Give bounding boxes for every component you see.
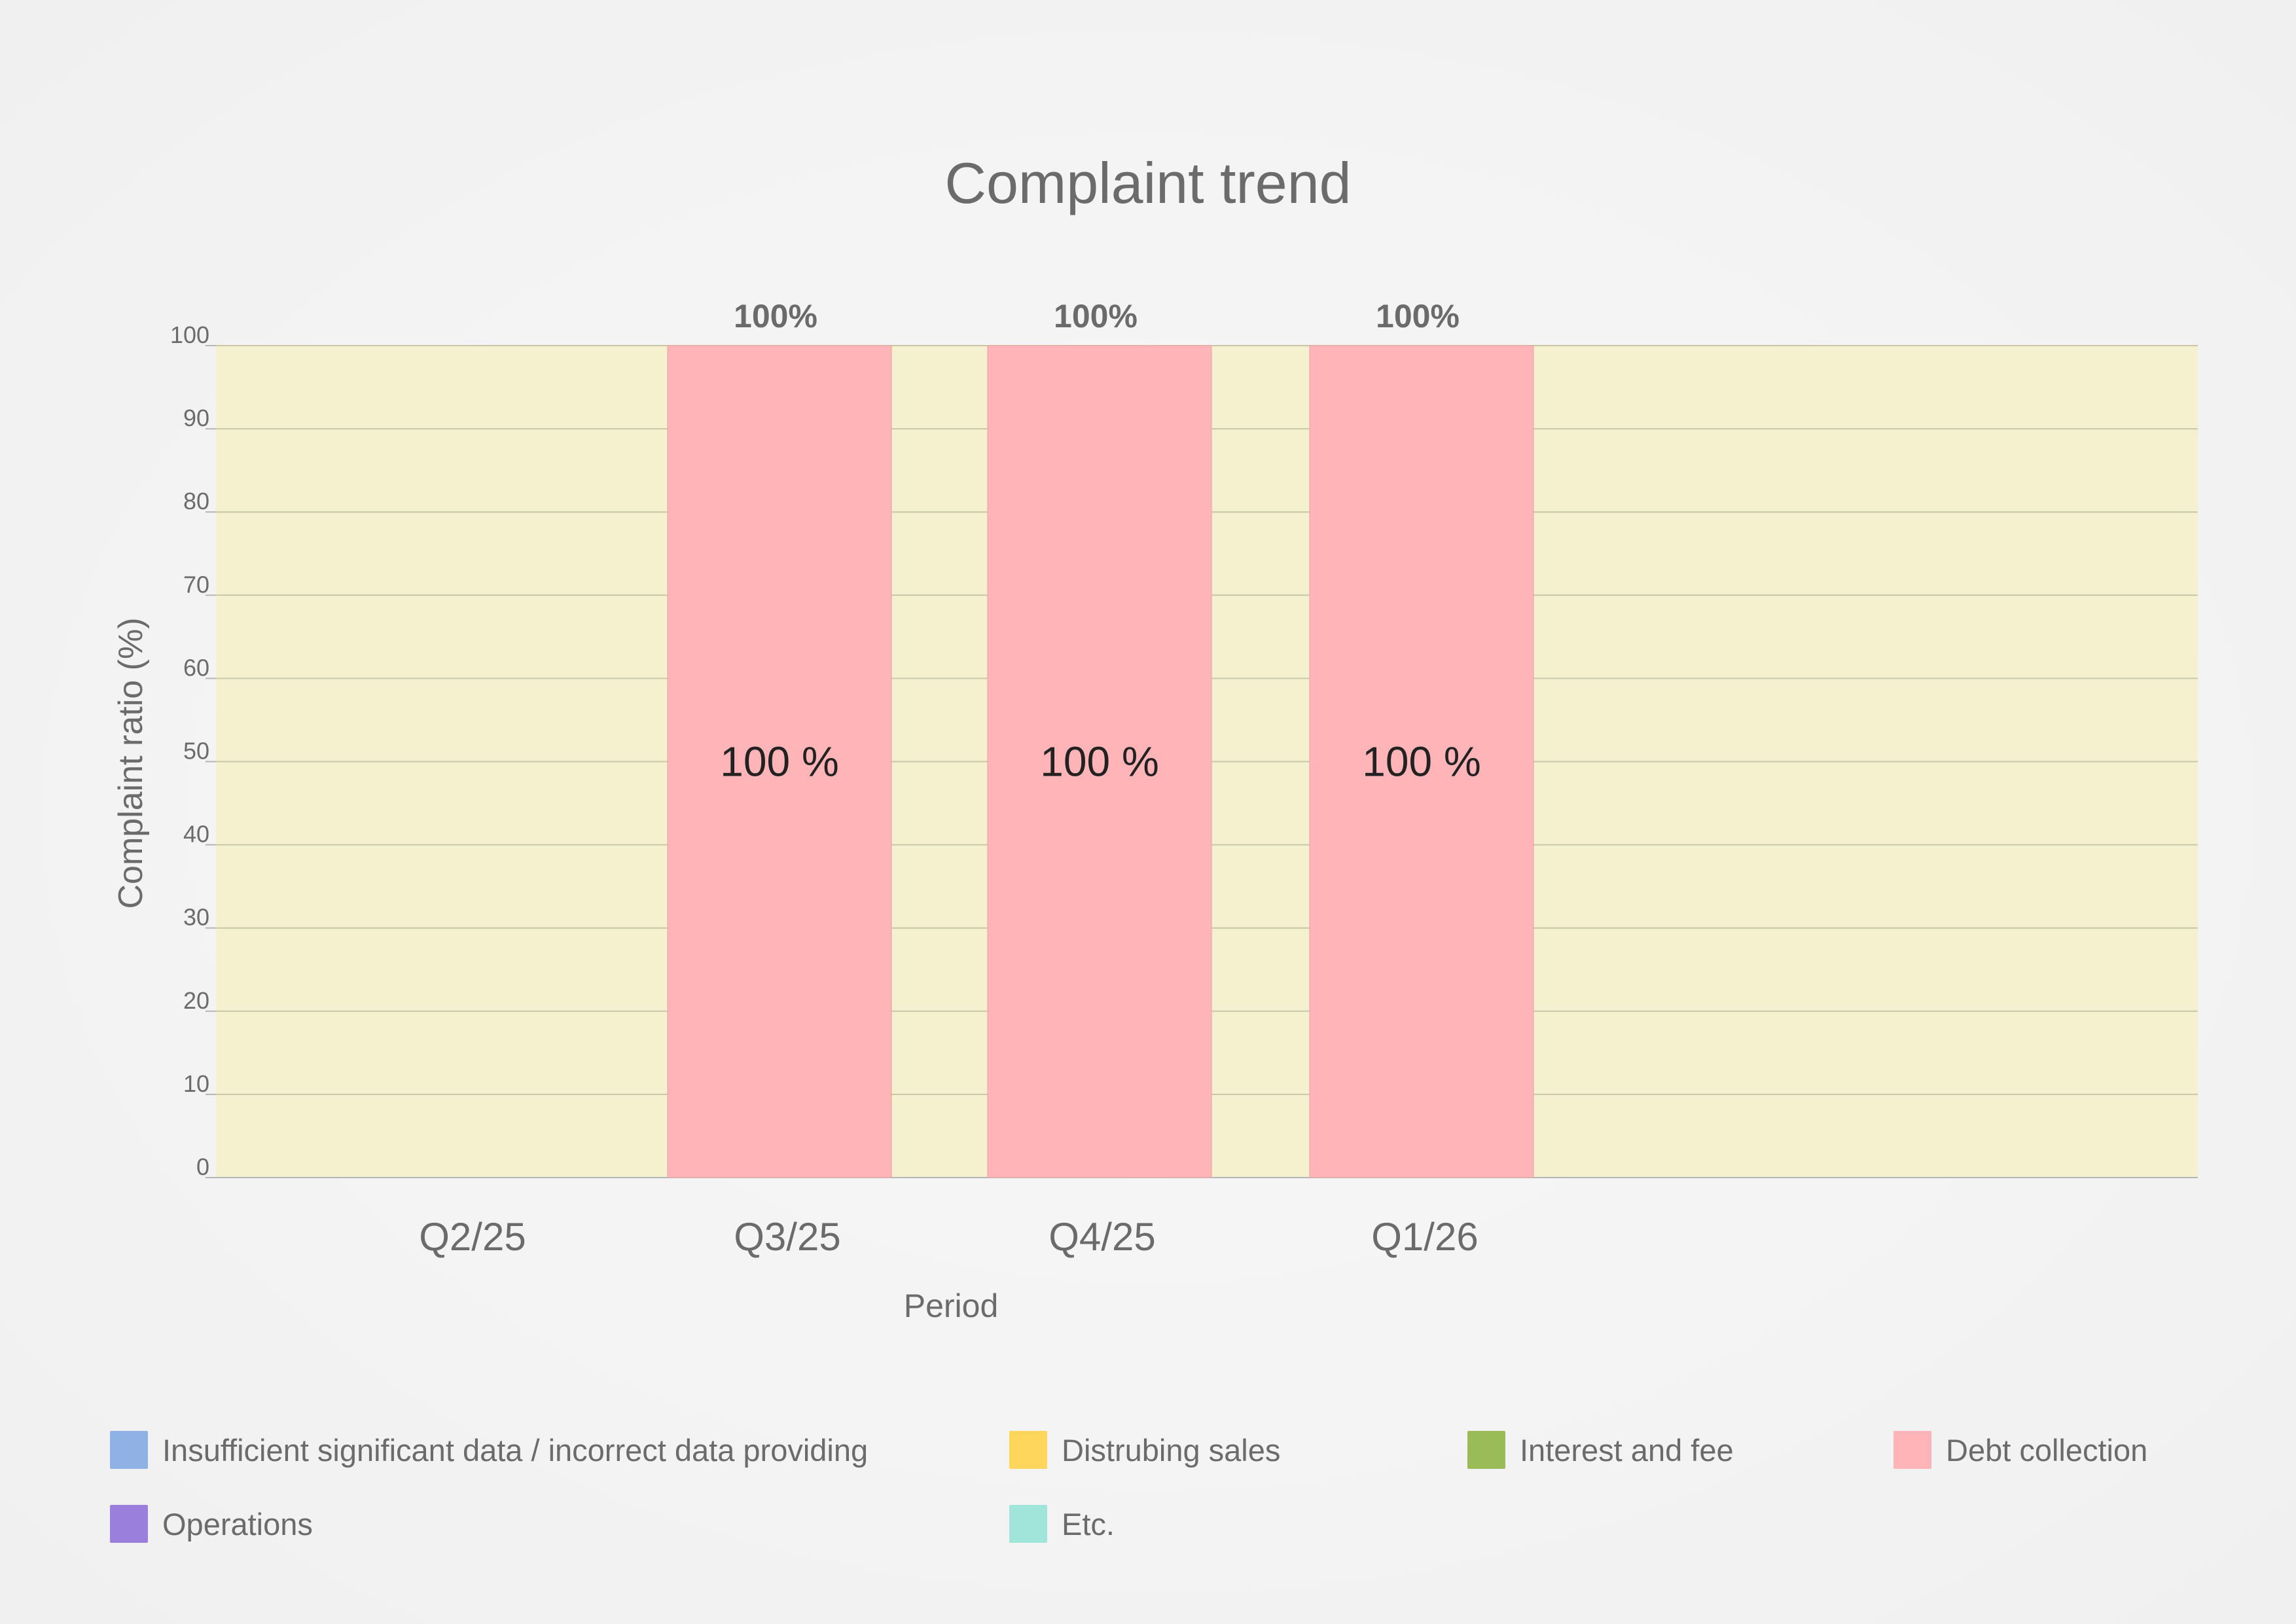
y-tick-label: 50 — [183, 738, 209, 765]
y-tick-label: 70 — [183, 571, 209, 598]
bar-total-label: 100% — [1054, 298, 1138, 334]
x-axis-label: Period — [904, 1288, 999, 1324]
y-tick-label: 40 — [183, 821, 209, 848]
y-tick-label: 100 — [170, 321, 209, 348]
bar-segment — [1309, 345, 1534, 1178]
bar-segment — [987, 345, 1212, 1178]
y-tick-label: 80 — [183, 488, 209, 514]
y-tick-label: 90 — [183, 405, 209, 431]
y-tick-label: 10 — [183, 1070, 209, 1097]
chart-title: Complaint trend — [944, 151, 1351, 215]
bar-segment — [667, 345, 892, 1178]
y-tick-label: 0 — [196, 1153, 209, 1180]
y-tick-label: 20 — [183, 987, 209, 1014]
x-tick-label: Q2/25 — [419, 1215, 526, 1259]
y-tick-label: 30 — [183, 904, 209, 931]
bar-total-label: 100% — [734, 298, 817, 334]
x-tick-label: Q1/26 — [1371, 1215, 1478, 1259]
bar-value-label: 100 % — [1040, 738, 1158, 785]
x-axis-categories: Q2/25 Q3/25 Q4/25 Q1/26 — [419, 1215, 1478, 1259]
bar-value-label: 100 % — [1362, 738, 1480, 785]
x-tick-label: Q4/25 — [1049, 1215, 1155, 1259]
data-labels: 100 % 100% 100 % 100% 100 % 100% — [720, 298, 1480, 785]
y-tick-label: 60 — [183, 654, 209, 681]
y-axis-label: Complaint ratio (%) — [112, 617, 150, 909]
bars — [667, 345, 1534, 1178]
bar-total-label: 100% — [1376, 298, 1460, 334]
x-tick-label: Q3/25 — [734, 1215, 840, 1259]
y-axis-ticks: 0 10 20 30 40 50 60 70 80 90 100 — [170, 321, 216, 1180]
bar-value-label: 100 % — [720, 738, 838, 785]
